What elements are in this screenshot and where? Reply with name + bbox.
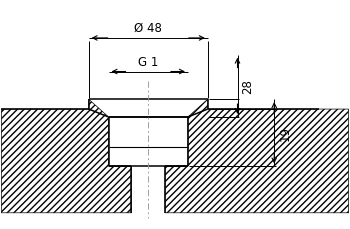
Text: G 1: G 1 [138,55,159,68]
Polygon shape [165,100,349,213]
Polygon shape [1,100,131,213]
Text: 19: 19 [278,126,291,141]
Text: 28: 28 [241,79,254,94]
Text: Ø 48: Ø 48 [134,22,162,35]
